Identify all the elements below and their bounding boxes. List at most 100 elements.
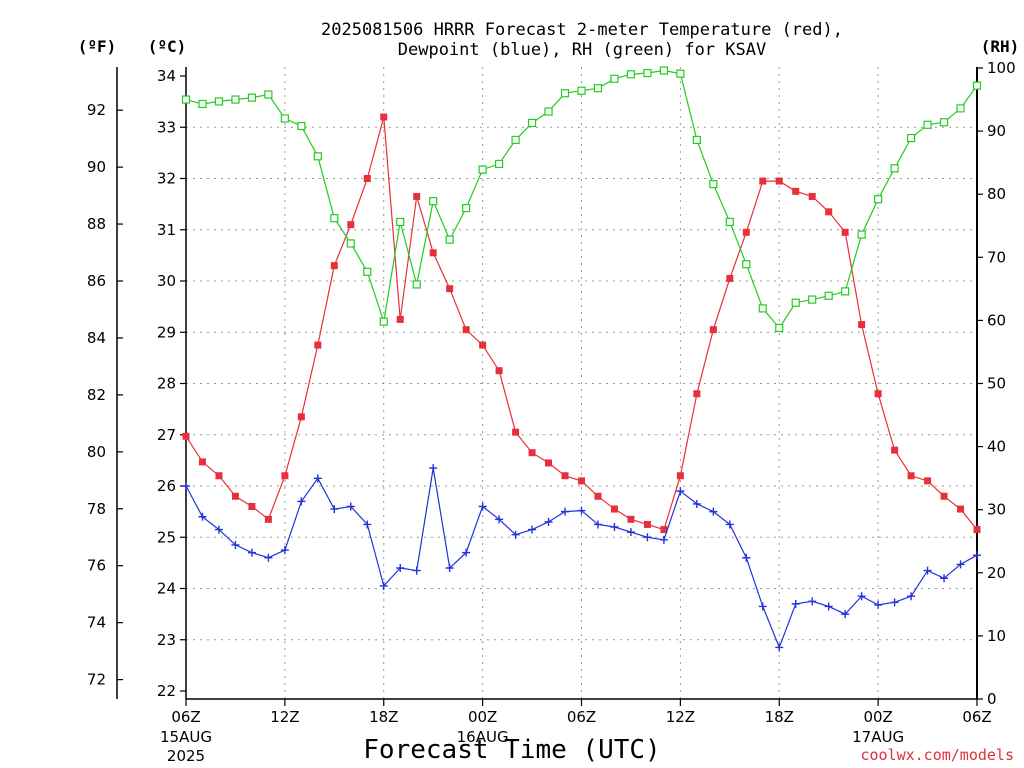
- tick-labels: 22 23 24 25 26 27 28 29 30 31 32 33 34 72 74 76 78 80 82 84…: [87, 59, 1016, 765]
- rh-point: [396, 217, 405, 227]
- rh-tick-label: 20: [987, 564, 1006, 582]
- x-tick-label: 06Z: [962, 708, 991, 726]
- temperature-point: [792, 187, 800, 195]
- rh-series: [181, 66, 982, 333]
- rh-tick-label: 80: [987, 185, 1006, 203]
- temperature-point: [264, 515, 272, 523]
- dewpoint-point: [593, 520, 602, 529]
- dewpoint-point: [313, 474, 322, 483]
- x-tick-label: 00Z: [468, 708, 497, 726]
- dewpoint-point: [610, 523, 619, 531]
- fahrenheit-tick-label: 74: [87, 614, 106, 632]
- dewpoint-point: [758, 602, 767, 611]
- rh-point: [659, 66, 668, 75]
- dewpoint-point: [890, 598, 899, 607]
- temperature-point: [891, 446, 899, 454]
- rh-point: [445, 235, 454, 244]
- grid-lines: [186, 67, 977, 699]
- rh-point: [330, 214, 339, 223]
- temperature-point: [775, 177, 783, 185]
- dewpoint-point: [495, 515, 504, 524]
- rh-point: [775, 323, 784, 333]
- fahrenheit-tick-label: 86: [87, 272, 106, 290]
- temperature-point: [297, 413, 305, 421]
- credit-text: coolwx.com/models: [860, 746, 1014, 764]
- dewpoint-point: [626, 528, 635, 537]
- temperature-point: [396, 315, 404, 323]
- fahrenheit-tick-label: 90: [87, 158, 106, 176]
- temperature-point: [940, 492, 948, 500]
- dewpoint-point: [676, 487, 685, 496]
- rh-point: [758, 304, 767, 313]
- dewpoint-point: [429, 464, 438, 473]
- rh-tick-label: 0: [987, 690, 997, 708]
- rh-tick-label: 10: [987, 627, 1006, 645]
- dewpoint-point: [907, 592, 916, 601]
- dewpoint-point: [280, 546, 289, 555]
- dewpoint-point: [231, 540, 240, 549]
- temperature-series: [182, 113, 981, 534]
- celsius-tick-label: 22: [157, 682, 176, 700]
- celsius-tick-label: 26: [157, 477, 176, 495]
- rh-point: [247, 93, 257, 102]
- dewpoint-point: [857, 592, 866, 601]
- dewpoint-point: [346, 502, 355, 511]
- rh-point: [527, 118, 537, 127]
- dewpoint-point: [412, 566, 421, 575]
- temperature-point: [281, 472, 289, 480]
- rh-point: [478, 165, 487, 174]
- rh-point: [264, 90, 273, 99]
- plot-series: [181, 66, 982, 652]
- temperature-point: [742, 228, 750, 236]
- temperature-point: [594, 492, 602, 500]
- rh-point: [939, 118, 949, 127]
- x-tick-date-label: 16AUG: [457, 728, 509, 746]
- rh-point: [808, 295, 817, 304]
- dewpoint-point: [363, 520, 372, 529]
- fahrenheit-tick-label: 88: [87, 215, 106, 233]
- chart-title-line-1: 2025081506 HRRR Forecast 2-meter Tempera…: [321, 20, 843, 40]
- axes: [116, 67, 983, 706]
- celsius-unit-label: (ºC): [148, 37, 187, 56]
- rh-point: [181, 95, 191, 104]
- temperature-point: [874, 390, 882, 398]
- dewpoint-point: [659, 535, 668, 544]
- temperature-point: [347, 221, 355, 229]
- temperature-point: [643, 520, 651, 528]
- celsius-tick-label: 27: [157, 426, 176, 444]
- temperature-point: [561, 472, 569, 480]
- x-tick-label: 12Z: [666, 708, 695, 726]
- rh-point: [297, 121, 306, 131]
- rh-point: [857, 230, 866, 239]
- dewpoint-point: [379, 581, 388, 590]
- temperature-point: [528, 449, 536, 457]
- celsius-tick-label: 23: [157, 631, 176, 649]
- rh-point: [231, 95, 240, 104]
- rh-point: [379, 317, 388, 326]
- dewpoint-point: [824, 602, 833, 611]
- dewpoint-point: [297, 497, 306, 506]
- temperature-point: [759, 177, 767, 185]
- rh-point: [923, 120, 932, 129]
- dewpoint-point: [247, 548, 256, 557]
- x-tick-label: 06Z: [171, 708, 200, 726]
- rh-point: [626, 70, 636, 79]
- rh-point: [906, 133, 916, 143]
- x-tick-label: 18Z: [765, 708, 794, 726]
- celsius-tick-label: 28: [157, 375, 176, 393]
- rh-point: [676, 69, 685, 78]
- celsius-tick-label: 25: [157, 528, 176, 546]
- rh-tick-label: 100: [987, 59, 1016, 77]
- dewpoint-point: [396, 564, 405, 572]
- rh-point: [412, 280, 421, 289]
- x-tick-label: 18Z: [369, 708, 398, 726]
- temperature-point: [610, 505, 618, 513]
- dewpoint-point: [528, 525, 537, 534]
- temperature-point: [446, 285, 454, 293]
- rh-point: [544, 107, 553, 116]
- dewpoint-point: [692, 499, 701, 508]
- dewpoint-point: [775, 643, 784, 652]
- rh-point: [841, 287, 850, 296]
- dewpoint-point: [956, 560, 965, 569]
- celsius-tick-label: 32: [157, 170, 176, 188]
